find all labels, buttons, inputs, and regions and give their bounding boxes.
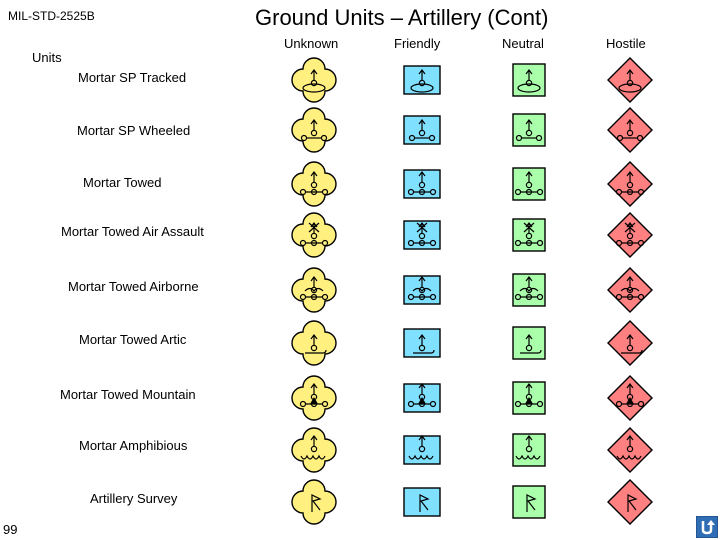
return-icon[interactable] xyxy=(696,516,718,538)
symbol-towed-airborne-friendly xyxy=(403,275,441,305)
row-label-mortar-towed-artic: Mortar Towed Artic xyxy=(79,332,187,347)
symbol-sp-wheeled-friendly xyxy=(403,115,441,145)
column-header-hostile: Hostile xyxy=(606,36,646,51)
row-label-mortar-towed-airborne: Mortar Towed Airborne xyxy=(68,279,199,294)
symbol-towed-artic-friendly xyxy=(403,328,441,358)
symbol-amphibious-neutral xyxy=(512,433,546,467)
symbol-towed-mountain-friendly xyxy=(403,383,441,413)
symbol-towed-air-assault-neutral xyxy=(512,218,546,252)
symbol-amphibious-hostile xyxy=(607,427,653,473)
symbol-sp-wheeled-hostile xyxy=(607,107,653,153)
row-label-artillery-survey: Artillery Survey xyxy=(90,491,178,506)
symbol-towed-air-assault-friendly xyxy=(403,220,441,250)
symbol-artillery-survey-unknown xyxy=(291,479,337,525)
symbol-towed-airborne-unknown xyxy=(291,267,337,313)
column-header-unknown: Unknown xyxy=(284,36,339,51)
symbol-towed-hostile xyxy=(607,161,653,207)
symbol-towed-mountain-neutral xyxy=(512,381,546,415)
symbol-towed-artic-unknown xyxy=(291,320,337,366)
column-header-neutral: Neutral xyxy=(502,36,544,51)
symbol-towed-mountain-unknown xyxy=(291,375,337,421)
symbol-towed-unknown xyxy=(291,161,337,207)
symbol-towed-airborne-neutral xyxy=(512,273,546,307)
row-label-mortar-amphibious: Mortar Amphibious xyxy=(79,438,188,453)
symbol-sp-tracked-unknown xyxy=(291,57,337,103)
standard-label: MIL-STD-2525B xyxy=(8,9,95,23)
row-label-mortar-towed-air-assault: Mortar Towed Air Assault xyxy=(61,224,204,239)
row-label-mortar-towed-mountain: Mortar Towed Mountain xyxy=(60,387,196,402)
row-label-mortar-towed: Mortar Towed xyxy=(83,175,162,190)
column-header-friendly: Friendly xyxy=(394,36,441,51)
symbol-artillery-survey-hostile xyxy=(607,479,653,525)
symbol-towed-friendly xyxy=(403,169,441,199)
symbol-sp-tracked-hostile xyxy=(607,57,653,103)
symbol-artillery-survey-neutral xyxy=(512,485,546,519)
page-title: Ground Units – Artillery (Cont) xyxy=(255,5,549,30)
symbol-amphibious-friendly xyxy=(403,435,441,465)
row-label-mortar-sp-tracked: Mortar SP Tracked xyxy=(78,70,187,85)
symbol-sp-tracked-neutral xyxy=(512,63,546,97)
symbol-towed-airborne-hostile xyxy=(607,267,653,313)
symbol-artillery-survey-friendly xyxy=(403,487,441,517)
symbol-towed-artic-hostile xyxy=(607,320,653,366)
symbol-sp-wheeled-unknown xyxy=(291,107,337,153)
symbol-towed-air-assault-hostile xyxy=(607,212,653,258)
symbol-towed-mountain-hostile xyxy=(607,375,653,421)
symbol-sp-tracked-friendly xyxy=(403,65,441,95)
section-label-units: Units xyxy=(32,50,62,65)
row-label-mortar-sp-wheeled: Mortar SP Wheeled xyxy=(77,123,191,138)
symbol-towed-air-assault-unknown xyxy=(291,212,337,258)
symbol-towed-neutral xyxy=(512,167,546,201)
symbol-sp-wheeled-neutral xyxy=(512,113,546,147)
symbol-amphibious-unknown xyxy=(291,427,337,473)
symbol-towed-artic-neutral xyxy=(512,326,546,360)
page-number: 99 xyxy=(3,522,18,537)
